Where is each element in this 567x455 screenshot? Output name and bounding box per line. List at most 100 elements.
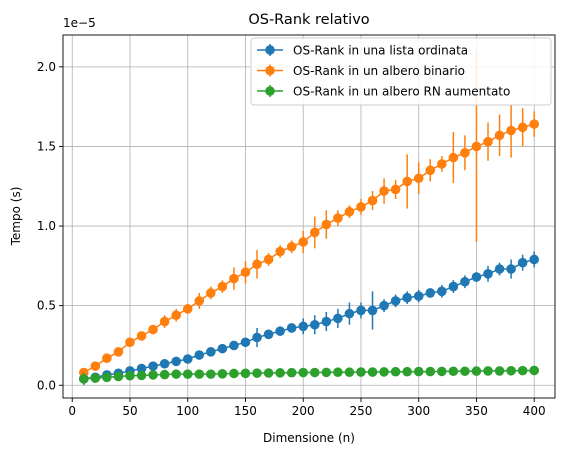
data-point: [298, 367, 309, 378]
legend-label: OS-Rank in un albero binario: [293, 64, 465, 78]
data-point: [333, 367, 343, 378]
data-point: [217, 369, 228, 379]
data-point: [321, 367, 332, 378]
data-point: [506, 264, 516, 274]
data-point: [275, 368, 285, 378]
series-line: [83, 123, 535, 374]
series-line: [83, 258, 535, 380]
data-point: [309, 367, 320, 378]
data-point: [78, 374, 89, 384]
data-point: [448, 281, 459, 292]
legend-item-1: OS-Rank in una lista ordinata: [257, 44, 468, 58]
data-point: [240, 337, 251, 348]
data-point: [367, 305, 378, 316]
series-layer: [78, 50, 540, 386]
data-point: [159, 369, 170, 380]
data-point: [529, 119, 540, 129]
data-point: [494, 366, 505, 376]
data-point: [240, 267, 251, 278]
data-point: [425, 165, 436, 176]
data-point: [471, 141, 482, 152]
data-point: [148, 361, 158, 371]
data-point: [460, 366, 470, 377]
data-point: [309, 227, 320, 238]
data-point: [159, 358, 170, 369]
data-point: [483, 269, 493, 279]
legend-label: OS-Rank in un albero RN aumentato: [293, 85, 510, 99]
x-axis: 0 50 100 150 200 250 300 350 400: [68, 398, 546, 418]
series-3: [78, 365, 540, 386]
data-point: [506, 365, 516, 376]
data-point: [275, 246, 285, 257]
x-tick-label: 50: [122, 404, 137, 418]
y-tick-label: 2.0: [37, 60, 56, 74]
data-point: [286, 367, 297, 378]
x-axis-label: Dimensione (n): [263, 431, 355, 445]
x-tick-label: 400: [523, 404, 546, 418]
legend: OS-Rank in una lista ordinata OS-Rank in …: [250, 37, 552, 106]
series-2: [78, 50, 540, 378]
y-axis: 0.0 0.5 1.0 1.5 2.0: [37, 60, 63, 392]
data-point: [471, 272, 482, 282]
data-point: [494, 264, 505, 274]
data-point: [448, 152, 459, 163]
data-point: [425, 366, 436, 377]
data-point: [494, 130, 505, 141]
data-point: [263, 254, 274, 265]
data-point: [217, 343, 228, 354]
data-point: [136, 363, 147, 374]
data-point: [356, 305, 366, 316]
y-tick-label: 0.0: [37, 378, 56, 392]
data-point: [356, 202, 366, 212]
data-point: [171, 356, 181, 367]
series-line: [83, 369, 535, 380]
data-point: [448, 366, 459, 377]
data-point: [379, 367, 389, 377]
data-point: [90, 361, 101, 371]
data-point: [356, 367, 366, 377]
data-point: [483, 136, 493, 147]
data-point: [194, 296, 205, 306]
data-point: [182, 354, 193, 364]
x-tick-label: 100: [176, 404, 199, 418]
data-point: [390, 366, 401, 377]
data-point: [344, 367, 355, 378]
x-tick-label: 0: [68, 404, 76, 418]
data-point: [390, 184, 401, 195]
y-tick-label: 0.5: [37, 299, 56, 313]
legend-marker: [265, 86, 275, 96]
data-point: [125, 337, 135, 348]
data-point: [229, 368, 239, 379]
data-point: [379, 300, 389, 311]
y-tick-label: 1.5: [37, 139, 56, 153]
data-point: [252, 259, 262, 270]
data-point: [517, 257, 528, 268]
legend-label: OS-Rank in una lista ordinata: [293, 44, 468, 58]
data-point: [102, 353, 112, 363]
data-point: [483, 366, 493, 376]
data-point: [229, 340, 239, 351]
data-point: [206, 369, 216, 379]
data-point: [333, 313, 343, 324]
data-point: [460, 276, 470, 287]
data-point: [252, 332, 262, 343]
data-point: [252, 368, 262, 378]
data-point: [194, 350, 205, 360]
data-point: [425, 288, 436, 298]
data-point: [413, 173, 424, 184]
data-point: [344, 308, 355, 319]
data-point: [240, 368, 251, 379]
data-point: [136, 370, 147, 381]
data-point: [206, 288, 216, 298]
y-tick-label: 1.0: [37, 219, 56, 233]
data-point: [159, 316, 170, 327]
data-point: [206, 347, 216, 357]
data-point: [298, 321, 309, 332]
chart-title: OS-Rank relativo: [248, 12, 369, 28]
y-axis-offset-label: 1e−5: [63, 16, 96, 30]
legend-marker: [265, 65, 275, 76]
data-point: [367, 367, 378, 377]
data-point: [529, 254, 540, 265]
data-point: [506, 125, 516, 136]
data-point: [367, 195, 378, 206]
